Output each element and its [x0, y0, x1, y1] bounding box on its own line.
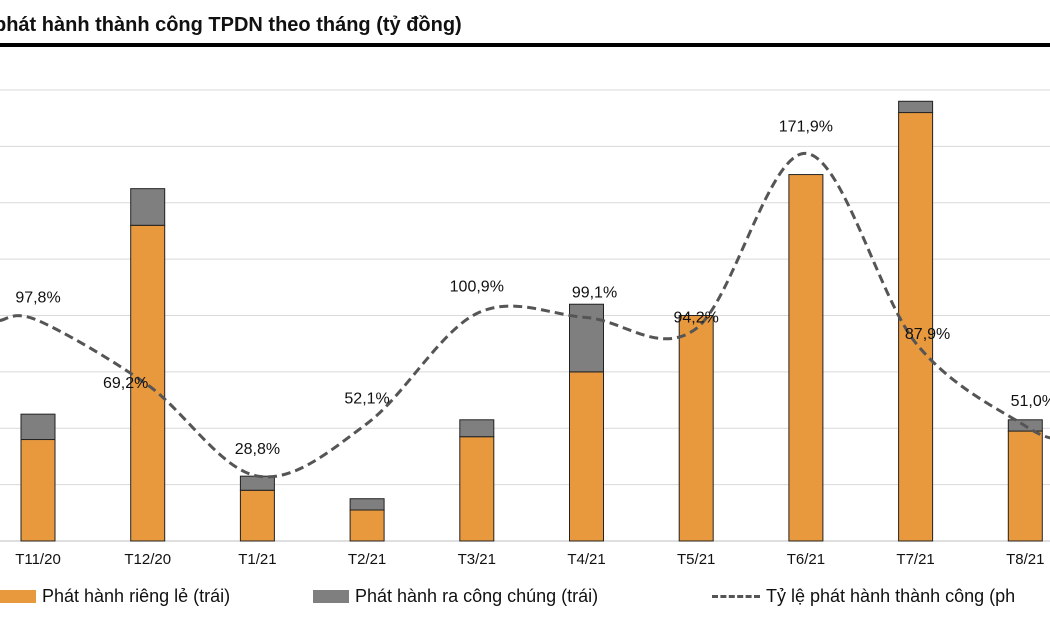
x-tick-label: T1/21: [238, 551, 276, 568]
data-label-rate-T2/21: 52,1%: [344, 391, 389, 408]
chart-title: phát hành thành công TPDN theo tháng (tỷ…: [0, 14, 462, 36]
bar-private-T3/21: [459, 436, 495, 542]
bar-private-T11/20: [20, 439, 56, 542]
legend-item-public: Phát hành ra công chúng (trái): [313, 586, 598, 607]
legend-item-private: Phát hành riêng lẻ (trái): [0, 586, 230, 607]
x-tick-label: T6/21: [787, 551, 825, 568]
data-label-rate-T8/21: 51,0%: [1011, 393, 1050, 410]
legend-swatch-public: [313, 590, 349, 603]
bar-private-T8/21: [1007, 430, 1043, 542]
data-label-rate-T7/21: 87,9%: [905, 326, 950, 343]
bar-private-T2/21: [349, 509, 385, 542]
legend-label-private: Phát hành riêng lẻ (trái): [42, 586, 231, 606]
bar-private-T1/21: [239, 489, 275, 542]
bar-private-T6/21: [788, 174, 824, 542]
x-tick-label: T12/20: [124, 551, 171, 568]
bar-public-T12/20: [130, 188, 166, 226]
bar-private-T4/21: [569, 371, 604, 542]
data-label-rate-T5/21: 94,2%: [674, 310, 719, 327]
bar-public-T2/21: [349, 498, 385, 511]
legend-swatch-private: [0, 590, 36, 603]
data-label-rate-T11/20: 97,8%: [15, 289, 60, 306]
x-tick-label: T2/21: [348, 551, 386, 568]
x-tick-label: T5/21: [677, 551, 715, 568]
bar-public-T11/20: [20, 413, 56, 441]
legend-label-public: Phát hành ra công chúng (trái): [355, 586, 599, 606]
data-label-rate-T12/20: 69,2%: [103, 375, 148, 392]
x-tick-label: T4/21: [567, 551, 605, 568]
legend-item-ratio: Tỷ lệ phát hành thành công (ph: [712, 586, 1015, 607]
bar-private-T5/21: [678, 315, 714, 542]
data-label-rate-T3/21: 100,9%: [450, 278, 504, 295]
data-label-rate-T4/21: 99,1%: [572, 285, 617, 302]
title-underline: [0, 43, 1050, 47]
data-label-rate-T6/21: 171,9%: [779, 118, 833, 135]
success-rate-line: [0, 151, 1050, 479]
x-tick-label: T11/20: [15, 551, 61, 568]
bar-public-T4/21: [569, 303, 604, 373]
legend: Phát hành riêng lẻ (trái) Phát hành ra c…: [0, 586, 1050, 612]
bar-public-T7/21: [898, 100, 934, 114]
bar-private-T12/20: [130, 224, 166, 542]
x-tick-label: T7/21: [896, 551, 934, 568]
x-tick-label: T3/21: [458, 551, 496, 568]
data-label-rate-T1/21: 28,8%: [235, 441, 280, 458]
bar-public-T3/21: [459, 419, 495, 438]
legend-swatch-ratio: [712, 595, 760, 598]
x-tick-label: T8/21: [1006, 551, 1044, 568]
legend-label-ratio: Tỷ lệ phát hành thành công (ph: [766, 586, 1016, 606]
